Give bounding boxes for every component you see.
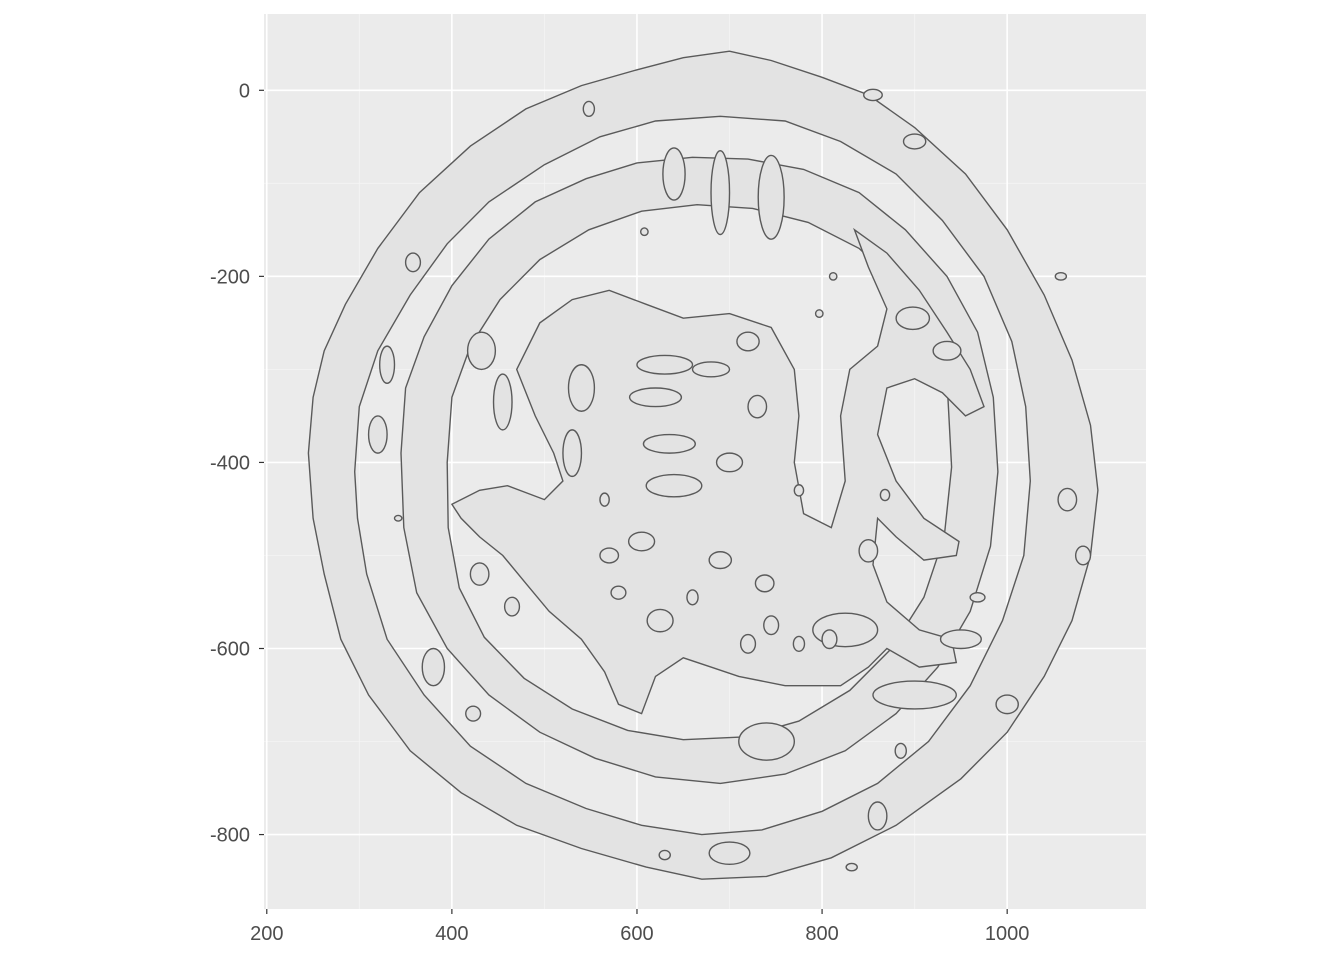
contour-blob (367, 415, 388, 454)
x-tick-label: 600 (620, 923, 653, 945)
y-tick-label: -400 (210, 452, 250, 474)
contour-blob (872, 680, 957, 710)
contour-blob (642, 433, 696, 454)
contour-blob (739, 633, 757, 654)
contour-blob (792, 635, 806, 652)
contour-blob (867, 801, 888, 831)
contour-blob (902, 133, 927, 150)
contour-blob (567, 364, 596, 412)
contour-blob (863, 88, 883, 102)
contour-blob (378, 345, 396, 385)
contour-blob (582, 100, 596, 118)
contour-blob (763, 615, 780, 636)
contour-blob (645, 473, 703, 498)
contour-blob (710, 150, 731, 236)
contour-blob (562, 429, 583, 478)
contour-blob (715, 452, 744, 473)
contour-blob (627, 531, 656, 552)
y-tick-label: 0 (239, 80, 250, 102)
contour-blob (814, 309, 824, 318)
contour-blob (858, 538, 879, 563)
contour-blob (636, 354, 694, 375)
contour-blob (393, 514, 403, 522)
contour-blob (1057, 487, 1078, 512)
contour-blob (736, 331, 760, 352)
y-tick-label: -800 (210, 825, 250, 847)
contour-blob (793, 484, 805, 497)
contour-blob (879, 488, 891, 502)
contour-shapes (307, 50, 1099, 880)
contour-blob (662, 147, 686, 201)
contour-blob (757, 154, 785, 240)
contour-blob (995, 694, 1019, 715)
contour-blob (932, 340, 962, 361)
contour-blob (828, 271, 838, 281)
contour-blob (599, 492, 610, 507)
contour-blob (1054, 271, 1068, 281)
x-tick-label: 800 (805, 923, 838, 945)
x-tick-label: 200 (250, 923, 283, 945)
axis-ticks: 200 400 600 800 1000 0 -200 -400 -600 -800 (210, 80, 1029, 945)
x-tick-label: 1000 (985, 923, 1030, 945)
contour-blob (708, 551, 733, 570)
contour-blob (1074, 545, 1092, 566)
contour-blob (469, 562, 490, 586)
outer-ring (307, 50, 1099, 880)
contour-blob (492, 373, 513, 431)
contour-blob (747, 394, 768, 419)
contour-blob (404, 252, 422, 273)
inner-ring (400, 156, 999, 785)
contour-blob (503, 596, 521, 617)
y-tick-label: -200 (210, 266, 250, 288)
contour-blob (691, 361, 731, 378)
central-figure (450, 227, 985, 715)
contour-blob (939, 629, 982, 650)
x-tick-label: 400 (435, 923, 468, 945)
contour-blob (610, 585, 627, 600)
contour-blob (421, 647, 446, 687)
y-tick-label: -600 (210, 639, 250, 661)
contour-blob (639, 227, 649, 237)
contour-blob (708, 841, 751, 866)
contour-blob (628, 387, 683, 408)
contour-blob (969, 591, 986, 603)
contour-blob (895, 306, 931, 331)
contour-blob (894, 742, 907, 759)
contour-blob (738, 722, 796, 761)
contour-blob (821, 629, 838, 650)
contour-blob (686, 589, 699, 606)
contour-blob (465, 705, 482, 722)
contour-blob (754, 574, 775, 593)
contour-blob (646, 608, 674, 633)
contour-blob (599, 547, 620, 564)
contour-blob (845, 862, 858, 872)
contour-blob (466, 331, 497, 371)
contour-blob (658, 849, 671, 861)
